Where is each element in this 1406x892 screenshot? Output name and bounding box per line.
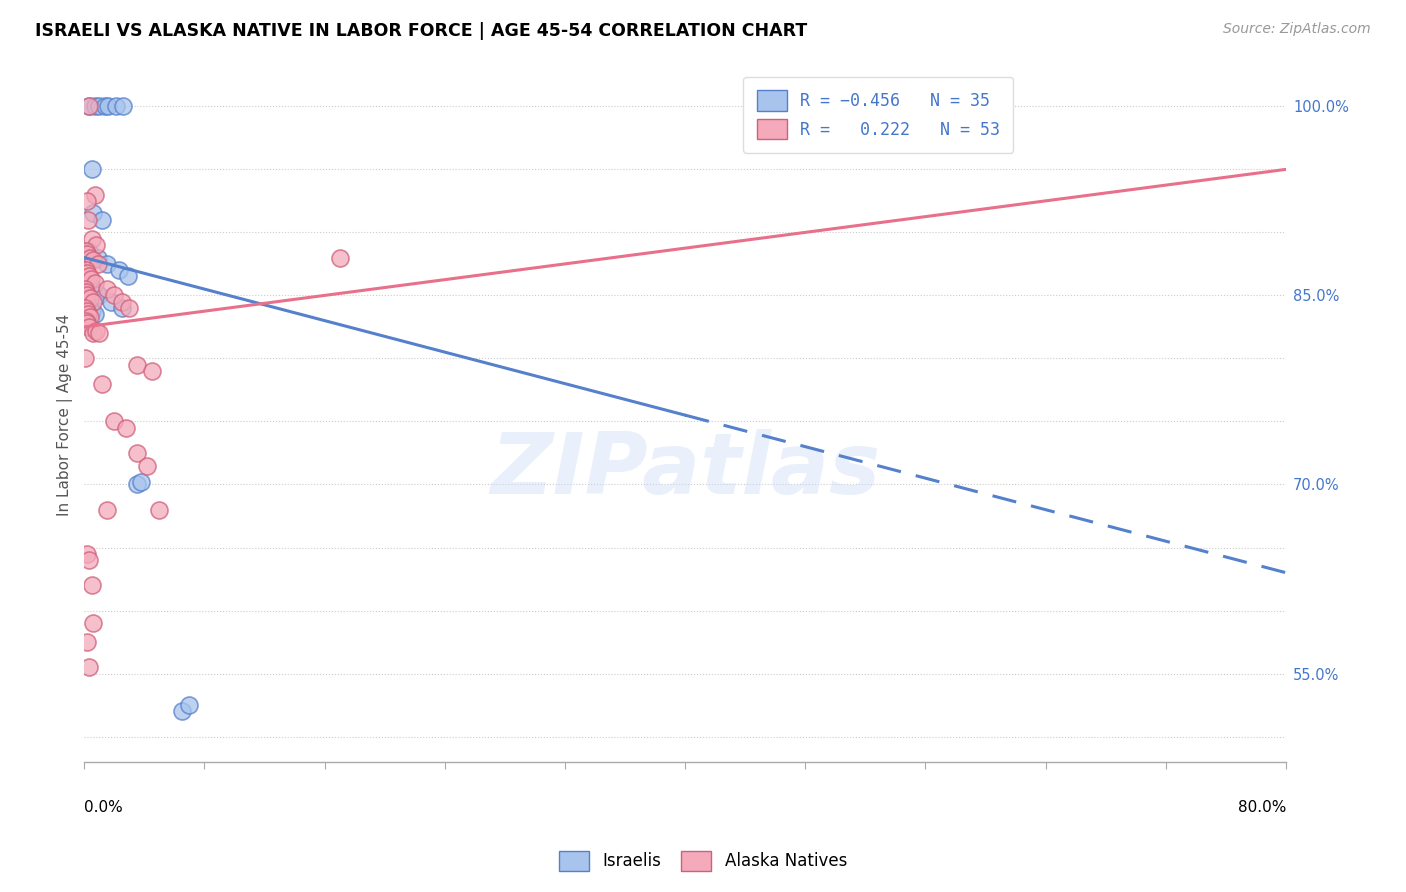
Point <box>73 282 96 296</box>
Point <box>75 301 97 315</box>
Point <box>76 276 98 290</box>
Point <box>80 578 103 592</box>
Point <box>115 421 138 435</box>
Point <box>77 553 100 567</box>
Point <box>82 326 104 341</box>
Point <box>75 285 97 299</box>
Point <box>329 251 352 265</box>
Point <box>148 502 170 516</box>
Text: Source: ZipAtlas.com: Source: ZipAtlas.com <box>1223 22 1371 37</box>
Point <box>80 162 103 177</box>
Point <box>96 257 118 271</box>
Point <box>179 698 201 712</box>
Point <box>80 232 103 246</box>
Point <box>76 303 98 318</box>
Point <box>75 294 97 309</box>
Point <box>83 307 105 321</box>
Point <box>111 294 134 309</box>
Point <box>77 212 100 227</box>
Point <box>87 251 110 265</box>
Point <box>82 282 104 296</box>
Point <box>89 99 111 113</box>
Point <box>76 547 98 561</box>
Point <box>73 301 96 315</box>
Point <box>77 316 100 330</box>
Point <box>91 376 114 391</box>
Text: 0.0%: 0.0% <box>84 800 124 815</box>
Point <box>82 294 104 309</box>
Point <box>96 502 118 516</box>
Point <box>91 212 114 227</box>
Point <box>77 244 100 259</box>
Point <box>79 291 101 305</box>
Point <box>79 278 101 293</box>
Text: 80.0%: 80.0% <box>1237 800 1286 815</box>
Point <box>118 301 141 315</box>
Point <box>141 364 163 378</box>
Point <box>77 660 100 674</box>
Point <box>76 288 98 302</box>
Point <box>77 320 100 334</box>
Point <box>76 194 98 208</box>
Point <box>125 358 148 372</box>
Point <box>76 266 98 280</box>
Point <box>79 310 101 324</box>
Point <box>75 263 97 277</box>
Point <box>75 244 97 259</box>
Point <box>100 294 122 309</box>
Point <box>75 307 97 321</box>
Point <box>104 99 127 113</box>
Y-axis label: In Labor Force | Age 45-54: In Labor Force | Age 45-54 <box>58 314 73 516</box>
Point <box>111 301 134 315</box>
Point <box>83 276 105 290</box>
Point <box>170 704 193 718</box>
Point <box>103 414 125 428</box>
Point <box>112 99 135 113</box>
Point <box>84 285 107 299</box>
Point <box>125 446 148 460</box>
Point <box>79 251 101 265</box>
Text: ZIPatlas: ZIPatlas <box>491 429 880 512</box>
Point <box>117 269 139 284</box>
Point <box>89 326 111 341</box>
Point <box>80 303 103 318</box>
Point <box>136 458 159 473</box>
Point <box>75 313 97 327</box>
Point <box>76 297 98 311</box>
Point <box>83 187 105 202</box>
Point <box>87 257 110 271</box>
Legend: Israelis, Alaska Natives: Israelis, Alaska Natives <box>551 842 855 880</box>
Point <box>76 316 98 330</box>
Point <box>103 288 125 302</box>
Point <box>84 324 107 338</box>
Point <box>125 477 148 491</box>
Legend: R = −0.456   N = 35, R =   0.222   N = 53: R = −0.456 N = 35, R = 0.222 N = 53 <box>744 77 1014 153</box>
Point <box>82 206 104 220</box>
Point <box>83 99 105 113</box>
Text: ISRAELI VS ALASKA NATIVE IN LABOR FORCE | AGE 45-54 CORRELATION CHART: ISRAELI VS ALASKA NATIVE IN LABOR FORCE … <box>35 22 807 40</box>
Point <box>82 616 104 631</box>
Point <box>89 288 111 302</box>
Point <box>80 272 103 286</box>
Point <box>77 99 100 113</box>
Point <box>108 263 131 277</box>
Point <box>76 635 98 649</box>
Point <box>77 269 100 284</box>
Point <box>77 99 100 113</box>
Point <box>77 307 100 321</box>
Point <box>131 475 153 489</box>
Point <box>76 247 98 261</box>
Point <box>97 99 120 113</box>
Point <box>75 351 97 366</box>
Point <box>82 253 104 268</box>
Point <box>84 238 107 252</box>
Point <box>77 301 100 315</box>
Point <box>94 99 117 113</box>
Point <box>76 313 98 327</box>
Point <box>96 282 118 296</box>
